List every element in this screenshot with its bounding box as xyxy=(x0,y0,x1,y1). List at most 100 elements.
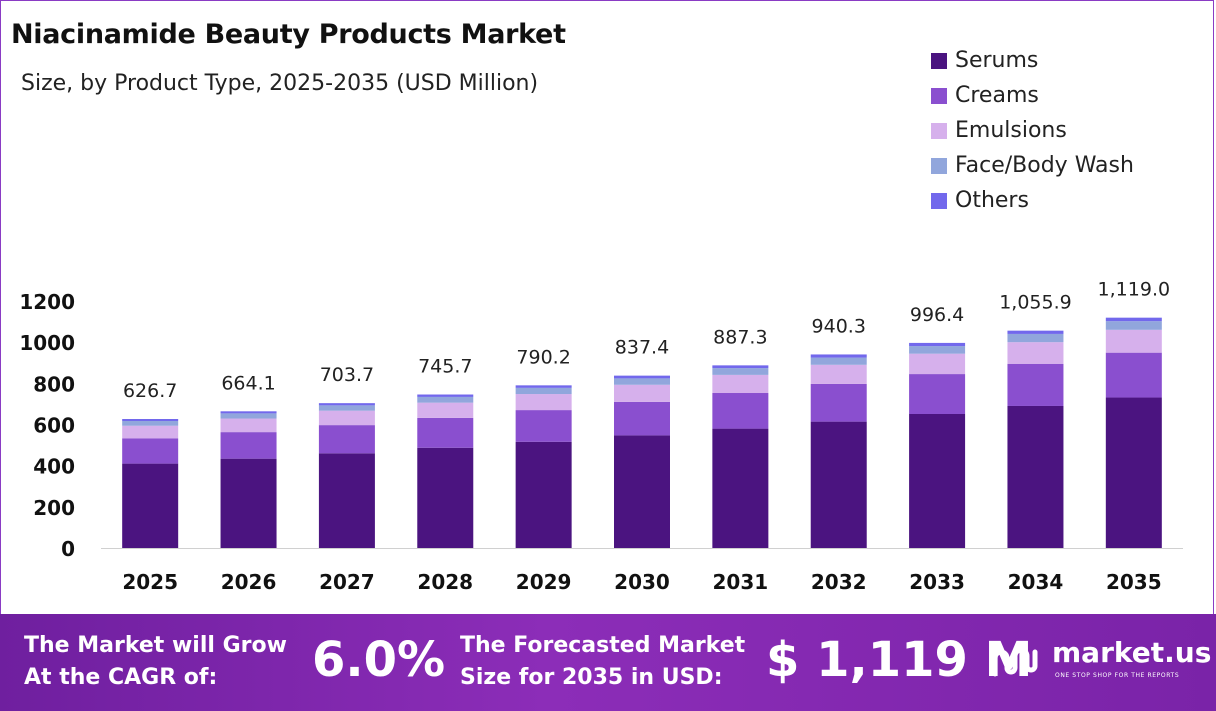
bar-segment-others xyxy=(614,375,670,379)
brand-tagline: ONE STOP SHOP FOR THE REPORTS xyxy=(1055,672,1180,679)
bar-segment-emulsions xyxy=(1105,329,1162,353)
legend-label-face-body-wash: Face/Body Wash xyxy=(955,153,1134,178)
bar-segment-others xyxy=(909,342,966,347)
summary-banner: The Market will Grow At the CAGR of: 6.0… xyxy=(0,614,1216,711)
bar-segment-serums xyxy=(515,441,572,548)
x-tick-label: 2030 xyxy=(614,570,670,594)
bar-segment-serums xyxy=(122,463,179,548)
bar-segment-creams xyxy=(417,417,474,448)
legend-swatch-face-body-wash xyxy=(931,157,947,174)
x-tick-label: 2033 xyxy=(909,570,965,594)
bar-total-label: 664.1 xyxy=(221,372,275,394)
x-tick-label: 2027 xyxy=(319,570,375,594)
legend-label-emulsions: Emulsions xyxy=(955,118,1067,143)
bar-segment-others xyxy=(1007,330,1064,334)
y-tick-label: 400 xyxy=(33,455,75,479)
bar-segment-others xyxy=(712,365,769,369)
bar-segment-emulsions xyxy=(810,364,867,384)
chart-title: Niacinamide Beauty Products Market xyxy=(11,19,566,50)
x-tick-label: 2026 xyxy=(221,570,277,594)
bar-segment-face-body-wash xyxy=(909,346,966,354)
bar-segment-others xyxy=(122,419,179,422)
forecast-label-line2: Size for 2035 in USD: xyxy=(460,665,723,690)
bar-segment-serums xyxy=(1007,405,1064,548)
forecast-label-line1: The Forecasted Market xyxy=(460,633,746,658)
y-tick-label: 800 xyxy=(33,372,75,396)
bar-segment-face-body-wash xyxy=(1007,333,1064,343)
bar-segment-serums xyxy=(417,447,474,548)
legend-swatch-others xyxy=(931,192,947,209)
legend-item-others: Others xyxy=(931,183,1134,218)
chart-legend: Serums Creams Emulsions Face/Body Wash O… xyxy=(931,43,1134,218)
bar-segment-face-body-wash xyxy=(712,368,769,375)
bar-segment-others xyxy=(515,385,572,388)
chart-subtitle: Size, by Product Type, 2025-2035 (USD Mi… xyxy=(21,71,539,96)
legend-swatch-emulsions xyxy=(931,122,947,139)
legend-label-others: Others xyxy=(955,188,1029,213)
brand-name: market.us xyxy=(1052,636,1212,669)
legend-item-serums: Serums xyxy=(931,43,1134,78)
cagr-label-line2: At the CAGR of: xyxy=(24,665,218,690)
bar-segment-face-body-wash xyxy=(318,405,375,411)
bar-segment-emulsions xyxy=(417,402,474,418)
forecast-value: $ 1,119 M xyxy=(766,632,1033,688)
bar-segment-face-body-wash xyxy=(515,387,572,395)
bar-segment-emulsions xyxy=(909,353,966,375)
bar-segment-emulsions xyxy=(712,374,769,394)
bar-segment-emulsions xyxy=(318,410,375,426)
bar-segment-emulsions xyxy=(614,384,670,402)
cagr-value: 6.0% xyxy=(312,632,446,688)
legend-swatch-serums xyxy=(931,52,947,69)
bar-segment-creams xyxy=(909,374,966,415)
bar-total-label: 887.3 xyxy=(713,326,767,348)
legend-label-creams: Creams xyxy=(955,83,1039,108)
bar-total-label: 626.7 xyxy=(123,380,177,402)
y-tick-label: 0 xyxy=(61,537,75,561)
bar-segment-serums xyxy=(1105,397,1162,548)
x-tick-label: 2028 xyxy=(417,570,473,594)
bar-segment-face-body-wash xyxy=(220,413,277,419)
bar-segment-creams xyxy=(220,432,277,459)
bar-total-label: 940.3 xyxy=(812,315,866,337)
bar-segment-creams xyxy=(810,383,867,422)
bar-total-label: 1,119.0 xyxy=(1098,279,1171,301)
bar-segment-others xyxy=(1105,317,1162,322)
cagr-label-line1: The Market will Grow xyxy=(24,633,287,658)
bar-total-label: 745.7 xyxy=(418,356,472,378)
x-tick-label: 2029 xyxy=(516,570,572,594)
y-tick-label: 1000 xyxy=(19,331,75,355)
bar-segment-serums xyxy=(220,458,277,548)
bar-segment-creams xyxy=(1105,352,1162,398)
legend-swatch-creams xyxy=(931,87,947,104)
bar-segment-creams xyxy=(1007,363,1064,406)
bar-segment-creams xyxy=(318,425,375,454)
legend-label-serums: Serums xyxy=(955,48,1039,73)
x-tick-label: 2025 xyxy=(122,570,178,594)
bar-segment-others xyxy=(318,403,375,406)
y-tick-label: 1200 xyxy=(19,290,75,314)
x-tick-label: 2035 xyxy=(1106,570,1162,594)
bar-segment-creams xyxy=(122,438,179,464)
bar-segment-face-body-wash xyxy=(1105,321,1162,330)
x-tick-label: 2034 xyxy=(1008,570,1064,594)
bar-segment-creams xyxy=(614,401,670,436)
bar-segment-creams xyxy=(515,410,572,442)
bar-segment-emulsions xyxy=(122,425,179,439)
x-tick-label: 2031 xyxy=(713,570,769,594)
y-tick-label: 600 xyxy=(33,414,75,438)
bar-total-label: 703.7 xyxy=(320,364,374,386)
bar-segment-emulsions xyxy=(220,418,277,433)
bar-segment-face-body-wash xyxy=(122,421,179,426)
bar-segment-others xyxy=(810,354,867,358)
bar-total-label: 996.4 xyxy=(910,304,964,326)
bar-segment-serums xyxy=(712,428,769,548)
bar-segment-serums xyxy=(810,421,867,548)
bar-segment-emulsions xyxy=(515,394,572,411)
legend-item-creams: Creams xyxy=(931,78,1134,113)
y-tick-label: 200 xyxy=(33,496,75,520)
bar-segment-emulsions xyxy=(1007,342,1064,364)
bar-segment-serums xyxy=(614,435,670,548)
bar-segment-face-body-wash xyxy=(614,378,670,385)
x-tick-label: 2032 xyxy=(811,570,867,594)
